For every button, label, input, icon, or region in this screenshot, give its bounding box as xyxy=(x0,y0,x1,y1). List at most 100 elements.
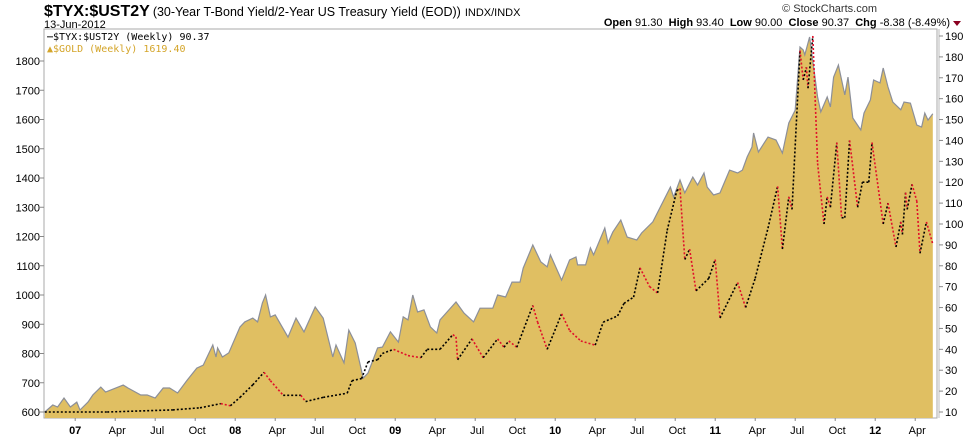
legend-gold: ▲$GOLD (Weekly) 1619.40 xyxy=(47,44,210,56)
ratio-segment xyxy=(536,321,548,350)
right-axis-label: 190 xyxy=(945,31,963,43)
legend-ratio-label: $TYX:$UST2Y (Weekly) 90.37 xyxy=(53,32,210,43)
x-axis-label: 09 xyxy=(389,425,401,437)
ratio-segment xyxy=(919,221,928,254)
ratio-segment xyxy=(744,278,756,308)
right-axis-label: 10 xyxy=(945,407,957,419)
ratio-segment xyxy=(868,142,873,183)
ratio-segment xyxy=(836,142,843,218)
high-value: 93.40 xyxy=(696,17,724,29)
right-axis-label: 20 xyxy=(945,386,957,398)
ratio-segment xyxy=(594,321,604,346)
ratio-segment xyxy=(382,348,394,355)
ratio-segment xyxy=(911,184,918,202)
ratio-segment xyxy=(376,353,384,361)
ratio-segment xyxy=(904,192,908,210)
close-value: 90.37 xyxy=(821,17,850,29)
ratio-segment xyxy=(439,334,454,350)
x-axis-label: Jul xyxy=(150,425,164,437)
ratio-segment xyxy=(420,348,428,359)
x-axis-label: Oct xyxy=(829,425,846,437)
x-axis-label: 07 xyxy=(69,425,81,437)
ratio-segment xyxy=(532,305,539,323)
ratio-segment xyxy=(393,348,409,357)
x-axis-label: Apr xyxy=(749,425,766,437)
ratio-segment xyxy=(300,394,307,403)
x-axis-label: Oct xyxy=(189,425,206,437)
left-axis-label: 1800 xyxy=(16,56,40,68)
left-axis-label: 1600 xyxy=(16,115,40,127)
down-arrow-icon xyxy=(953,20,961,26)
ratio-segment xyxy=(508,340,518,348)
left-axis-label: 700 xyxy=(22,378,40,390)
ratio-segment xyxy=(252,371,265,386)
x-axis-label: 11 xyxy=(709,425,721,437)
x-axis-label: Apr xyxy=(269,425,286,437)
chart-title: $TYX:$UST2Y (30-Year T-Bond Yield/2-Year … xyxy=(44,3,520,21)
right-axis-label: 140 xyxy=(945,135,963,147)
x-axis-label: Oct xyxy=(669,425,686,437)
low-label: Low xyxy=(729,17,752,29)
left-axis-label: 1000 xyxy=(16,290,40,302)
exchange: INDX/INDX xyxy=(464,7,521,19)
ratio-segment xyxy=(632,267,641,298)
x-axis-label: Apr xyxy=(589,425,606,437)
ratio-segment xyxy=(805,67,809,89)
ratio-segment xyxy=(351,377,362,382)
ratio-segment xyxy=(812,35,819,164)
gold-line xyxy=(44,36,934,413)
right-axis-label: 30 xyxy=(945,365,957,377)
gold-area xyxy=(44,37,933,418)
left-axis-label: 600 xyxy=(22,407,40,419)
x-axis-label: Apr xyxy=(109,425,126,437)
right-axis-label: 170 xyxy=(945,73,963,85)
ratio-segment xyxy=(906,184,913,210)
x-axis-label: Apr xyxy=(429,425,446,437)
chg-value: -8.38 (-8.49%) xyxy=(879,17,950,29)
left-axis-label: 1200 xyxy=(16,232,40,244)
ratio-segment xyxy=(767,186,779,229)
ratio-segment xyxy=(623,296,635,305)
chart-date: 13-Jun-2012 xyxy=(44,19,106,31)
ratio-segment xyxy=(649,286,659,294)
ratio-segment xyxy=(220,402,231,407)
right-axis-label: 90 xyxy=(945,240,957,252)
x-axis-label: 10 xyxy=(549,425,561,437)
open-value: 91.30 xyxy=(635,17,663,29)
ratio-segment xyxy=(708,259,716,279)
ratio-segment xyxy=(305,396,324,403)
area-icon: ▲ xyxy=(47,44,54,55)
ratio-segment xyxy=(776,186,784,250)
ratio-segment xyxy=(719,282,739,319)
ratio-segment xyxy=(656,230,668,294)
right-axis-label: 150 xyxy=(945,115,963,127)
x-axis-label: Jul xyxy=(790,425,804,437)
ratio-segment xyxy=(887,202,897,248)
ratio-segment xyxy=(107,409,173,413)
x-axis-label: Jul xyxy=(630,425,644,437)
ratio-segment xyxy=(754,227,769,279)
ratio-segment xyxy=(684,248,691,260)
x-axis-label: 08 xyxy=(229,425,241,437)
right-axis-label: 120 xyxy=(945,177,963,189)
ratio-segment xyxy=(901,192,907,235)
ratio-segment xyxy=(263,371,272,382)
right-axis-label: 110 xyxy=(945,198,963,210)
legend-ratio: ⋯$TYX:$UST2Y (Weekly) 90.37 xyxy=(47,32,210,43)
ratio-segment xyxy=(882,202,889,225)
ratio-segment xyxy=(602,315,618,323)
ratio-segment xyxy=(666,190,678,231)
ratio-segment xyxy=(239,384,254,398)
ratio-segment xyxy=(791,50,801,210)
close-label: Close xyxy=(788,17,819,29)
ohlc-readout: Open 91.30 High 93.40 Low 90.00 Close 90… xyxy=(604,17,961,29)
ratio-segment xyxy=(503,340,510,348)
right-axis-label: 180 xyxy=(945,52,963,64)
right-axis-label: 130 xyxy=(945,156,963,168)
left-axis-label: 1300 xyxy=(16,202,40,214)
ratio-segment xyxy=(781,196,790,250)
ratio-segment xyxy=(895,221,902,248)
right-axis-label: 160 xyxy=(945,94,963,106)
symbol-description: (30-Year T-Bond Yield/2-Year US Treasury… xyxy=(152,5,461,19)
